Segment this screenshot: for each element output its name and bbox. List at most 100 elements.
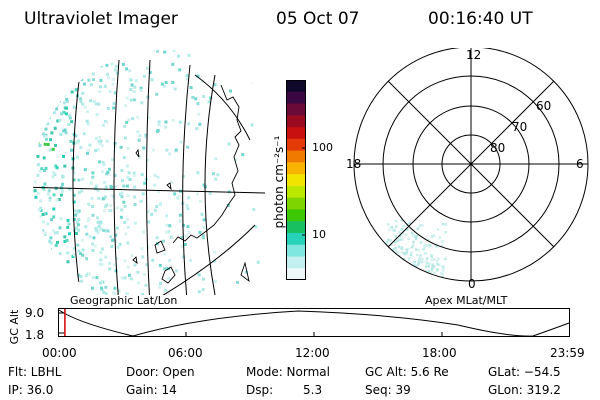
emission-pixel (64, 83, 68, 87)
emission-pixel (41, 213, 45, 216)
emission-pixel (64, 272, 67, 276)
emission-pixel (43, 182, 47, 186)
emission-pixel (75, 226, 78, 230)
emission-pixel (125, 184, 129, 188)
emission-pixel (390, 243, 393, 246)
emission-pixel (79, 252, 82, 256)
emission-pixel (421, 224, 424, 227)
emission-pixel (128, 46, 131, 49)
emission-pixel (182, 223, 186, 227)
emission-pixel (17, 180, 20, 183)
emission-pixel (185, 204, 189, 208)
emission-pixel (202, 226, 206, 230)
emission-pixel (65, 283, 69, 287)
emission-pixel (26, 170, 29, 173)
emission-pixel (115, 226, 119, 230)
emission-pixel (405, 248, 408, 252)
emission-pixel (133, 203, 137, 207)
emission-pixel (386, 247, 389, 250)
emission-pixel (30, 95, 33, 98)
emission-pixel (116, 245, 120, 249)
emission-pixel (17, 50, 20, 53)
emission-pixel (196, 102, 200, 106)
emission-pixel (82, 82, 86, 86)
emission-pixel (96, 61, 100, 65)
emission-pixel (44, 135, 48, 139)
emission-pixel (91, 171, 95, 175)
emission-pixel (16, 75, 19, 78)
emission-pixel (25, 202, 28, 205)
emission-pixel (81, 248, 85, 252)
emission-pixel (146, 158, 150, 162)
emission-pixel (57, 198, 61, 201)
emission-pixel (23, 141, 26, 144)
emission-pixel (111, 82, 115, 86)
emission-pixel (79, 46, 82, 49)
emission-pixel (123, 259, 127, 263)
emission-pixel (169, 235, 173, 239)
emission-pixel (76, 223, 80, 227)
emission-pixel (128, 177, 132, 181)
emission-pixel (178, 68, 182, 72)
emission-pixel (140, 101, 144, 105)
emission-pixel (34, 195, 38, 199)
emission-pixel (136, 115, 140, 119)
emission-pixel (122, 200, 126, 204)
emission-pixel (49, 236, 53, 240)
emission-pixel (23, 79, 26, 82)
emission-pixel (63, 164, 67, 168)
emission-pixel (430, 255, 434, 258)
emission-pixel (77, 218, 81, 222)
emission-pixel (410, 276, 413, 279)
emission-pixel (410, 231, 414, 235)
emission-pixel (189, 259, 192, 262)
emission-pixel (24, 188, 27, 191)
emission-pixel (387, 251, 391, 255)
emission-pixel (394, 273, 398, 277)
emission-pixel (119, 215, 123, 219)
emission-pixel (426, 238, 430, 242)
emission-pixel (433, 234, 436, 237)
emission-pixel (122, 156, 126, 160)
emission-pixel (26, 205, 29, 208)
emission-pixel (39, 199, 43, 203)
emission-pixel (201, 288, 205, 291)
colorbar-label: photon cm⁻²s⁻¹ (272, 135, 286, 229)
emission-pixel (397, 231, 400, 234)
emission-pixel (23, 220, 26, 223)
emission-pixel (136, 130, 140, 134)
emission-pixel (16, 280, 19, 283)
emission-pixel (390, 226, 393, 229)
emission-pixel (110, 194, 114, 198)
emission-pixel (100, 288, 104, 292)
emission-pixel (113, 142, 117, 146)
emission-pixel (191, 95, 195, 99)
emission-pixel (34, 105, 38, 109)
emission-pixel (76, 210, 80, 214)
emission-pixel (198, 122, 202, 126)
emission-pixel (43, 169, 47, 172)
emission-pixel (151, 258, 155, 262)
emission-pixel (68, 66, 72, 70)
emission-pixel (396, 239, 399, 243)
emission-pixel (164, 120, 168, 124)
emission-pixel (419, 224, 422, 227)
emission-pixel (139, 86, 143, 90)
emission-pixel (33, 119, 37, 123)
emission-pixel (59, 284, 63, 288)
emission-pixel (133, 85, 137, 89)
emission-pixel (101, 247, 105, 251)
emission-pixel (162, 84, 166, 88)
emission-pixel (33, 246, 35, 250)
emission-pixel (104, 292, 108, 295)
emission-pixel (50, 77, 54, 81)
emission-pixel (399, 235, 402, 238)
emission-pixel (125, 164, 129, 168)
emission-pixel (22, 90, 25, 93)
emission-pixel (404, 265, 408, 269)
emission-pixel (60, 274, 64, 278)
emission-pixel (201, 234, 205, 238)
emission-pixel (120, 169, 124, 172)
emission-pixel (42, 156, 46, 160)
emission-pixel (59, 193, 63, 197)
